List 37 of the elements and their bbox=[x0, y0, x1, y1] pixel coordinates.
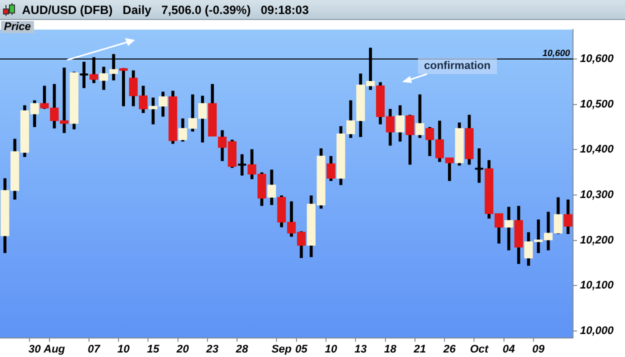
y-tick-label: 10,300 bbox=[580, 189, 615, 202]
ref-line-label: 10,600 bbox=[542, 48, 570, 58]
y-axis-title: Price bbox=[1, 21, 34, 33]
x-tick-label: 07 bbox=[88, 343, 101, 356]
x-tick-label: 10 bbox=[117, 343, 130, 356]
candlestick bbox=[267, 170, 276, 205]
y-tick-label: 10,000 bbox=[580, 325, 615, 338]
y-tick-label: 10,600 bbox=[580, 53, 615, 66]
candlestick bbox=[416, 94, 424, 138]
x-tick-label: 05 bbox=[295, 343, 308, 356]
y-tick-label: 10,500 bbox=[580, 98, 615, 110]
y-tick-label: 10,200 bbox=[580, 234, 615, 246]
x-tick-label: Aug bbox=[42, 343, 66, 356]
candlestick bbox=[396, 105, 404, 142]
x-tick-label: 10 bbox=[324, 343, 338, 356]
x-tick-label: Sep bbox=[271, 343, 292, 356]
annotation: confirmation bbox=[418, 58, 497, 74]
x-tick-label: 18 bbox=[384, 343, 398, 356]
x-tick-label: 20 bbox=[176, 343, 190, 356]
y-tick-label: 10,400 bbox=[580, 144, 615, 156]
candlestick bbox=[504, 206, 514, 250]
chart-title: AUD/USD (DFB) Daily 7,506.0 (-0.39%) 09:18:03 bbox=[22, 2, 309, 16]
x-tick-label: 28 bbox=[234, 343, 250, 356]
x-tick-label: 26 bbox=[442, 343, 456, 356]
candlestick bbox=[564, 200, 572, 234]
candlestick bbox=[326, 156, 336, 181]
x-tick-label: 23 bbox=[205, 343, 219, 356]
candlestick bbox=[406, 114, 414, 165]
candlestick bbox=[119, 68, 128, 106]
x-tick-label: 21 bbox=[412, 343, 426, 356]
y-tick-label: 10,100 bbox=[580, 280, 615, 292]
x-tick-label: 15 bbox=[147, 343, 160, 356]
x-tick-label: 13 bbox=[354, 343, 367, 356]
x-tick-label: 30 bbox=[28, 343, 42, 356]
x-tick-label: 04 bbox=[502, 343, 515, 356]
x-tick-label: 09 bbox=[532, 343, 546, 356]
x-tick-label: Oct bbox=[470, 343, 490, 356]
